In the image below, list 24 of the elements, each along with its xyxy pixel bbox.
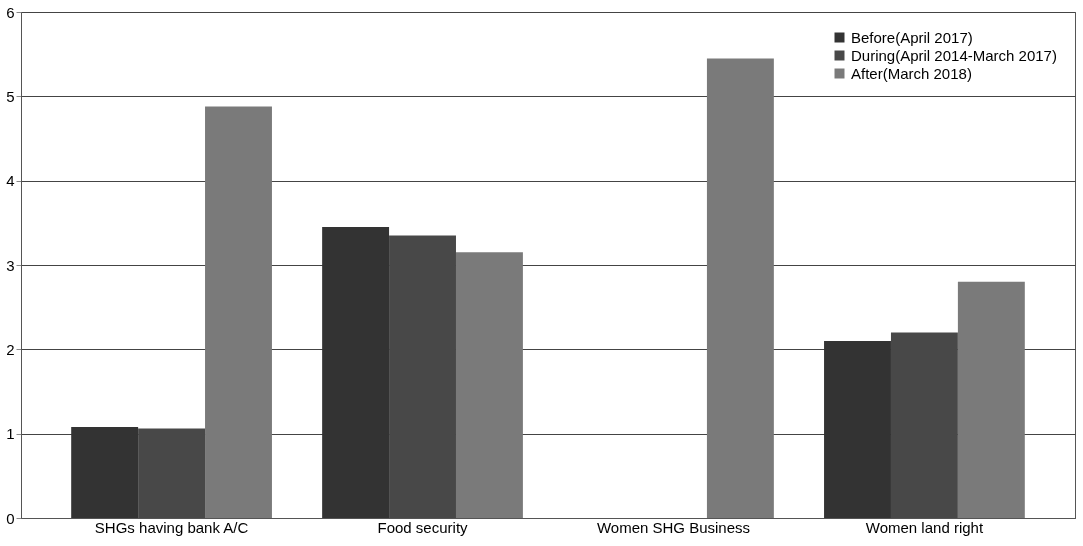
x-tick-label: Food security [377,518,469,536]
y-tick-label: 3 [6,256,15,274]
y-tick-label: 4 [6,172,15,190]
x-tick-label: SHGs having bank A/C [94,518,249,536]
y-tick-label: 6 [6,3,15,21]
bar [706,58,774,518]
bar [205,106,272,518]
y-tick-label: 2 [6,340,15,358]
y-tick-label: 0 [6,509,15,527]
bar [322,227,390,518]
bar [389,235,456,518]
bar [890,332,958,518]
bar [957,281,1025,518]
y-tick-label: 1 [6,425,15,443]
y-tick-label: 5 [6,87,15,105]
bar [455,252,523,518]
bar [138,428,206,518]
bar [824,340,891,518]
x-tick-label: Women SHG Business [596,518,751,536]
legend-label: Before(April 2017) [851,28,973,46]
bar [71,426,139,518]
legend-label: During(April 2014-March 2017) [851,46,1057,64]
legend-label: After(March 2018) [851,64,972,82]
x-tick-label: Women land right [865,518,984,536]
